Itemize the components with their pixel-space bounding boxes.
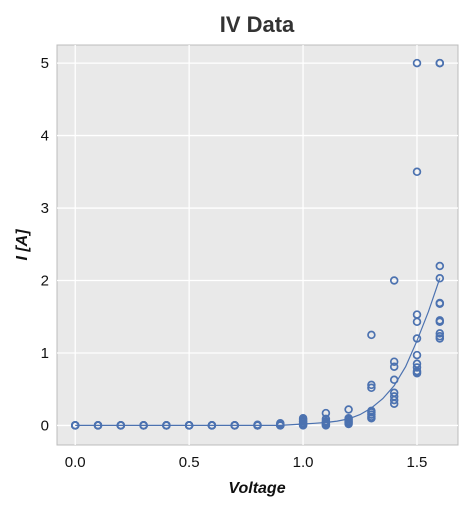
data-point [435, 332, 445, 341]
x-tick-label: 1.0 [293, 454, 314, 471]
data-point [367, 380, 376, 390]
x-axis-label: Voltage [228, 480, 285, 497]
y-ticks: 0 1 2 3 4 5 [41, 55, 49, 434]
data-point [435, 298, 445, 308]
chart-title: IV Data [220, 12, 295, 37]
data-point [367, 383, 376, 393]
data-point [389, 388, 399, 398]
data-point [344, 405, 353, 414]
data-point [139, 421, 148, 430]
data-point [253, 420, 262, 429]
data-point [207, 421, 217, 430]
data-point [435, 316, 445, 325]
data-point [389, 357, 399, 366]
data-point [276, 419, 285, 428]
data-point [70, 421, 80, 430]
data-point [412, 334, 422, 343]
data-point [389, 276, 399, 285]
x-ticks: 0.0 0.5 1.0 1.5 [65, 454, 428, 471]
data-point [93, 421, 103, 430]
plot-area [56, 44, 459, 446]
data-point [367, 406, 376, 416]
data-point [321, 414, 331, 424]
data-point [162, 421, 171, 430]
data-point [389, 362, 399, 371]
data-point [435, 58, 445, 68]
data-point [184, 421, 194, 430]
y-tick-label: 2 [41, 273, 49, 290]
x-tick-label: 0.0 [65, 454, 86, 471]
data-point [412, 359, 422, 369]
data-point [116, 421, 126, 430]
data-point [435, 261, 445, 271]
data-point [321, 408, 331, 418]
y-tick-label: 0 [41, 417, 49, 434]
data-point [389, 375, 399, 385]
data-point [298, 413, 308, 423]
data-point [435, 329, 445, 338]
y-tick-label: 4 [41, 128, 49, 145]
data-point [412, 363, 422, 372]
data-point [435, 274, 445, 283]
y-tick-label: 3 [41, 200, 49, 217]
data-point [230, 421, 239, 430]
points-layer [70, 58, 445, 430]
data-point [367, 330, 376, 340]
y-tick-label: 5 [41, 55, 49, 72]
data-point [412, 167, 422, 177]
data-point [412, 350, 422, 360]
x-tick-label: 0.5 [179, 454, 200, 471]
y-tick-label: 1 [41, 345, 49, 362]
x-tick-label: 1.5 [407, 454, 428, 471]
data-point [389, 392, 399, 401]
data-point [412, 310, 422, 319]
y-axis-label: I [A] [14, 229, 31, 261]
data-point [412, 58, 422, 68]
data-point [344, 413, 353, 423]
